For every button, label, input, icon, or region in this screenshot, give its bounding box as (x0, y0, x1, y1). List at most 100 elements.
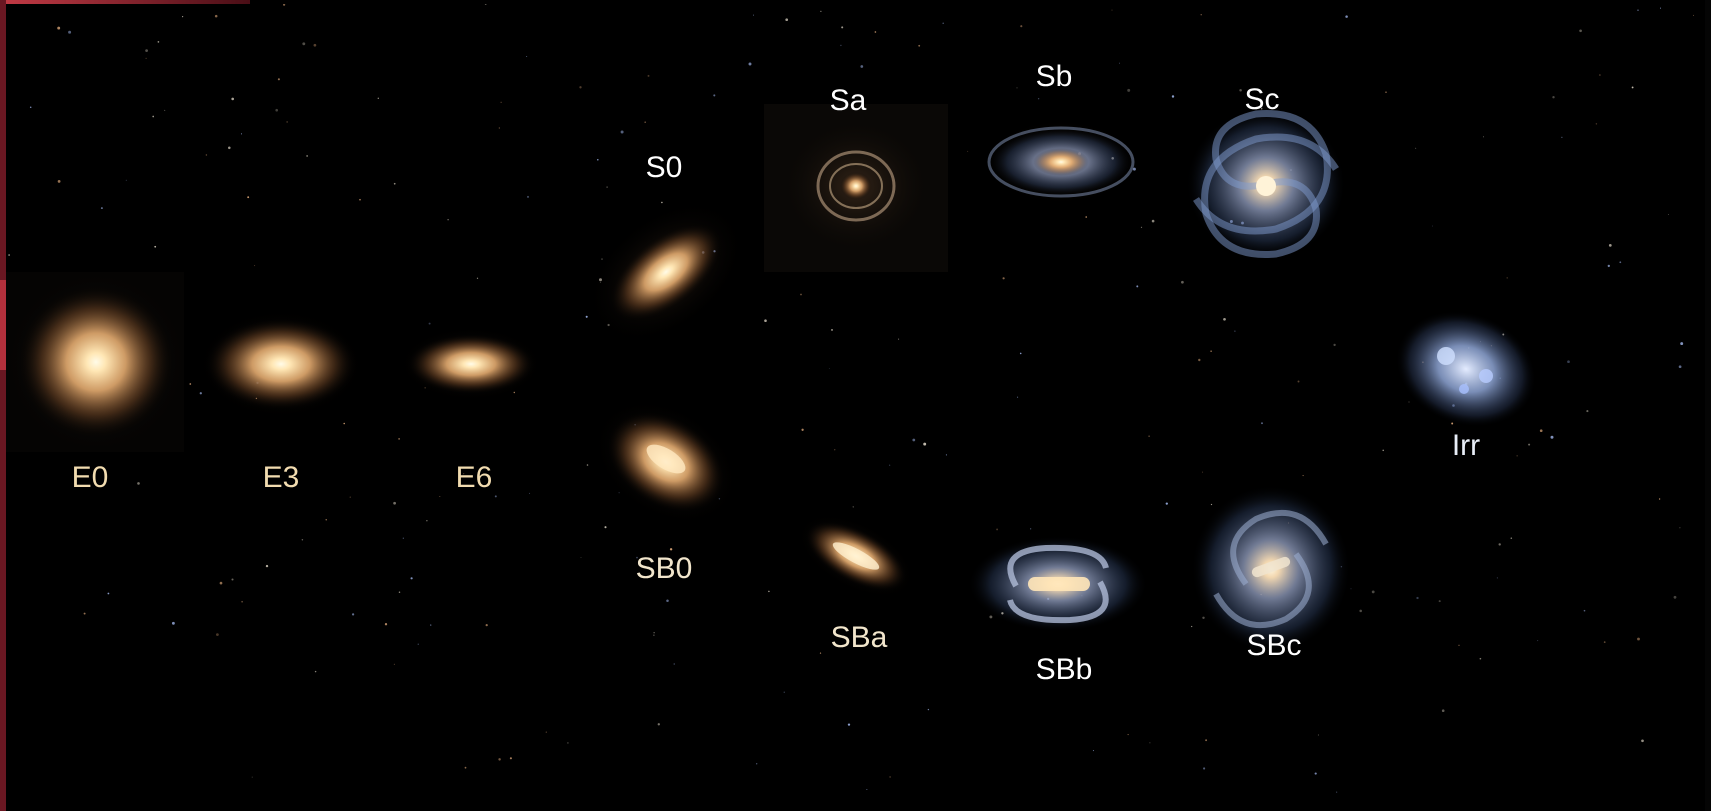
background-star (620, 130, 624, 134)
background-star (1496, 577, 1498, 579)
background-star (428, 322, 431, 325)
background-star (1345, 15, 1348, 18)
background-star (216, 633, 219, 636)
background-star (205, 154, 208, 156)
background-star (828, 368, 830, 369)
background-star (657, 723, 660, 726)
background-star (426, 520, 428, 522)
background-star (526, 56, 528, 57)
background-star (1165, 502, 1168, 505)
background-star (927, 708, 930, 711)
background-star (653, 634, 655, 636)
background-star (1317, 734, 1319, 736)
background-star (874, 31, 877, 33)
background-star (1382, 449, 1384, 452)
background-star (1385, 91, 1387, 93)
background-star (1085, 216, 1087, 218)
background-star (494, 495, 497, 498)
background-star (1111, 9, 1113, 11)
background-star (945, 454, 947, 456)
background-star (585, 315, 588, 318)
background-star (384, 623, 388, 626)
background-star (647, 74, 650, 77)
background-star (398, 438, 400, 440)
background-star (841, 26, 844, 29)
background-star (1302, 475, 1304, 477)
background-star (500, 101, 502, 103)
background-star (1127, 734, 1129, 736)
background-star (447, 219, 449, 221)
background-star (393, 663, 395, 665)
label-sb0: SB0 (635, 552, 693, 585)
background-star (485, 623, 488, 627)
background-star (673, 663, 675, 665)
background-star (1118, 62, 1120, 64)
background-star (214, 14, 218, 18)
background-star (283, 4, 286, 6)
background-star (219, 581, 223, 585)
background-star (68, 30, 72, 34)
background-star (464, 766, 467, 769)
background-star (1205, 739, 1208, 742)
background-star (889, 776, 891, 778)
background-star (57, 180, 61, 183)
background-star (1506, 277, 1508, 279)
background-star (898, 338, 900, 340)
background-star (1539, 429, 1543, 433)
background-star (840, 44, 842, 47)
background-star (1140, 226, 1143, 228)
background-star (1583, 609, 1586, 612)
label-s0: S0 (645, 151, 683, 184)
background-star (748, 62, 752, 66)
background-star (393, 182, 396, 185)
background-star (801, 428, 804, 431)
galaxy-sa-image (764, 104, 948, 272)
background-star (1608, 244, 1612, 247)
background-star (764, 319, 767, 323)
background-star (349, 496, 351, 498)
background-star (783, 691, 785, 693)
background-star (100, 207, 103, 210)
background-star (942, 22, 944, 24)
background-star (1017, 396, 1019, 398)
background-star (351, 613, 355, 616)
background-star (1297, 380, 1300, 383)
background-star (1261, 422, 1263, 425)
background-star (1516, 455, 1518, 457)
background-star (1432, 225, 1433, 227)
background-star (713, 94, 716, 97)
background-star (1673, 595, 1677, 599)
background-star (1550, 435, 1554, 439)
background-star (669, 548, 673, 551)
background-star (545, 731, 547, 733)
background-star (1680, 342, 1684, 346)
background-star (1679, 527, 1681, 529)
background-star (231, 578, 234, 581)
background-star (8, 254, 10, 256)
background-star (644, 121, 646, 123)
background-star (1371, 590, 1375, 594)
background-star (343, 422, 345, 425)
background-star (1198, 358, 1201, 362)
background-star (1234, 330, 1236, 332)
background-star (1314, 772, 1317, 775)
label-sbc: SBc (1246, 629, 1302, 662)
background-star (359, 198, 361, 201)
background-star (402, 537, 404, 539)
background-star (597, 159, 599, 161)
background-star (768, 590, 770, 593)
background-star (157, 41, 160, 43)
background-star (1016, 87, 1018, 89)
label-sc: Sc (1244, 83, 1280, 116)
background-star (29, 106, 32, 109)
background-star (918, 44, 921, 47)
background-star (1202, 616, 1205, 620)
background-star (1037, 98, 1040, 100)
background-star (1458, 644, 1460, 646)
galaxy-s0-image (586, 200, 746, 344)
background-star (1415, 147, 1417, 149)
background-star (189, 383, 192, 385)
background-star (753, 14, 754, 16)
background-star (509, 757, 512, 760)
